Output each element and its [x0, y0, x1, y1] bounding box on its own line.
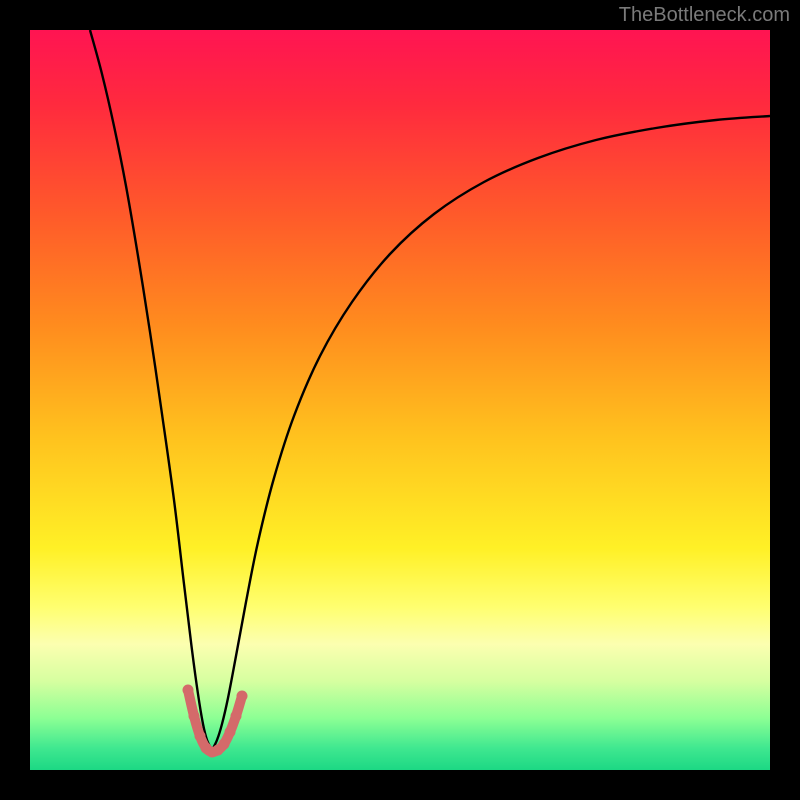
- nub-marker: [195, 731, 206, 742]
- nub-marker: [231, 711, 242, 722]
- chart-container: [30, 30, 770, 770]
- nub-marker: [237, 691, 248, 702]
- nub-marker: [183, 685, 194, 696]
- chart-background: [30, 30, 770, 770]
- watermark-label: TheBottleneck.com: [619, 4, 790, 27]
- bottleneck-chart: [30, 30, 770, 770]
- nub-marker: [189, 711, 200, 722]
- nub-marker: [219, 739, 230, 750]
- nub-marker: [225, 727, 236, 738]
